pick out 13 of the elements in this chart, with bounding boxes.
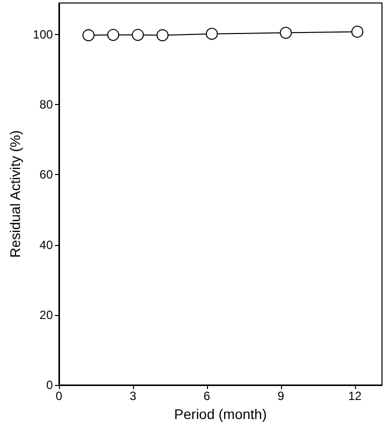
y-axis-title: Residual Activity (%) <box>7 130 23 258</box>
y-tick-label: 20 <box>40 308 54 322</box>
x-tick-label: 0 <box>56 389 63 403</box>
x-tick-label: 3 <box>130 389 137 403</box>
y-tick-label: 80 <box>40 98 54 112</box>
x-tick-label: 6 <box>204 389 211 403</box>
x-tick-label: 9 <box>278 389 285 403</box>
x-tick-label: 12 <box>348 389 362 403</box>
x-axis-title: Period (month) <box>174 406 267 422</box>
y-tick-label: 60 <box>40 168 54 182</box>
y-tick-label: 0 <box>46 378 54 392</box>
y-tick-label: 40 <box>40 238 54 252</box>
y-tick-label: 100 <box>32 28 54 42</box>
